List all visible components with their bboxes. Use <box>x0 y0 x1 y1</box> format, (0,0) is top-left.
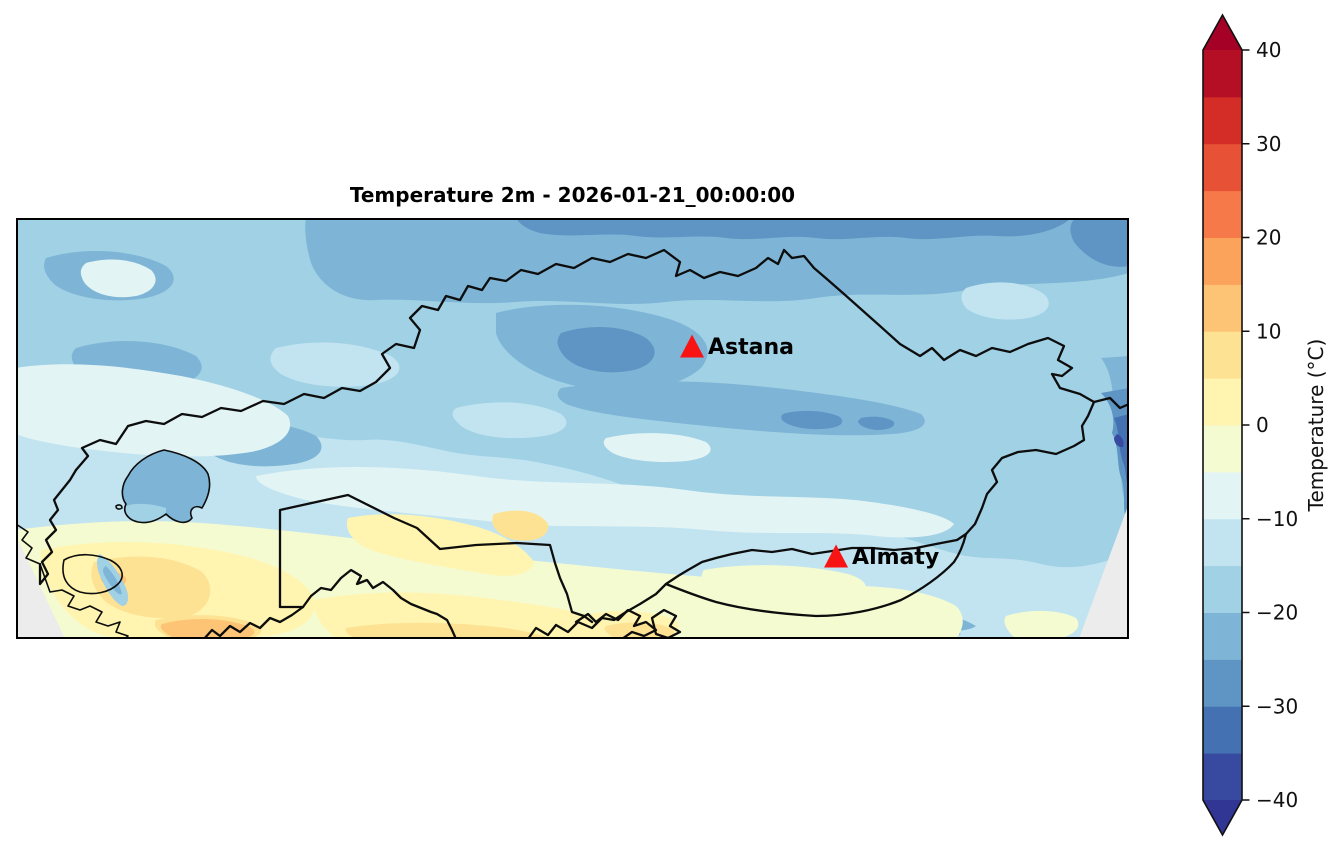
map-title: Temperature 2m - 2026-01-21_00:00:00 <box>349 183 796 207</box>
colorbar-bin <box>1203 143 1242 192</box>
colorbar-bin <box>1203 612 1242 660</box>
city-label-astana: Astana <box>708 335 794 360</box>
coastlines <box>16 449 211 639</box>
colorbar-tick-label: −30 <box>1256 694 1298 718</box>
colorbar-tick-label: 40 <box>1256 38 1281 62</box>
colorbar-tick-label: −10 <box>1256 507 1298 531</box>
colorbar-bin <box>1203 753 1242 801</box>
temperature-map: Astana Almaty <box>16 218 1129 639</box>
colorbar-tick-label: −40 <box>1256 788 1298 812</box>
colorbar-bin <box>1203 190 1242 238</box>
colorbar-bin <box>1203 50 1242 98</box>
city-label-almaty: Almaty <box>852 545 939 570</box>
colorbar-bin <box>1203 96 1242 145</box>
colorbar-ticks: 40 30 20 10 0 −10 −20 −30 −40 <box>1242 38 1298 812</box>
colorbar-bin <box>1203 565 1242 613</box>
colorbar-bin <box>1203 378 1242 426</box>
colorbar: 40 30 20 10 0 −10 −20 −30 −40 Temperature (°C) <box>1202 13 1328 837</box>
colorbar-tick-label: 10 <box>1256 319 1281 343</box>
colorbar-tick-label: 20 <box>1256 226 1281 250</box>
colorbar-scale <box>1202 13 1243 837</box>
city-marker-astana <box>680 334 705 358</box>
colorbar-bin <box>1203 471 1242 520</box>
city-marker-almaty <box>824 544 849 568</box>
colorbar-tick-label: 30 <box>1256 132 1281 156</box>
colorbar-bin <box>1203 706 1242 754</box>
colorbar-tick-label: −20 <box>1256 601 1298 625</box>
colorbar-bin <box>1203 284 1242 332</box>
colorbar-bin <box>1203 237 1242 285</box>
country-borders <box>38 248 1129 639</box>
colorbar-bin <box>1203 331 1242 379</box>
colorbar-axis-label: Temperature (°C) <box>1304 339 1328 513</box>
colorbar-bin <box>1203 659 1242 707</box>
colorbar-tick-label: 0 <box>1256 413 1269 437</box>
colorbar-bin <box>1203 425 1242 473</box>
temperature-field-shading <box>16 218 1129 639</box>
colorbar-under-arrow <box>1203 800 1242 835</box>
colorbar-bin <box>1203 518 1242 567</box>
map-frame <box>16 218 1129 639</box>
colorbar-over-arrow <box>1203 15 1242 50</box>
city-marker-layer: Astana Almaty <box>680 334 939 570</box>
